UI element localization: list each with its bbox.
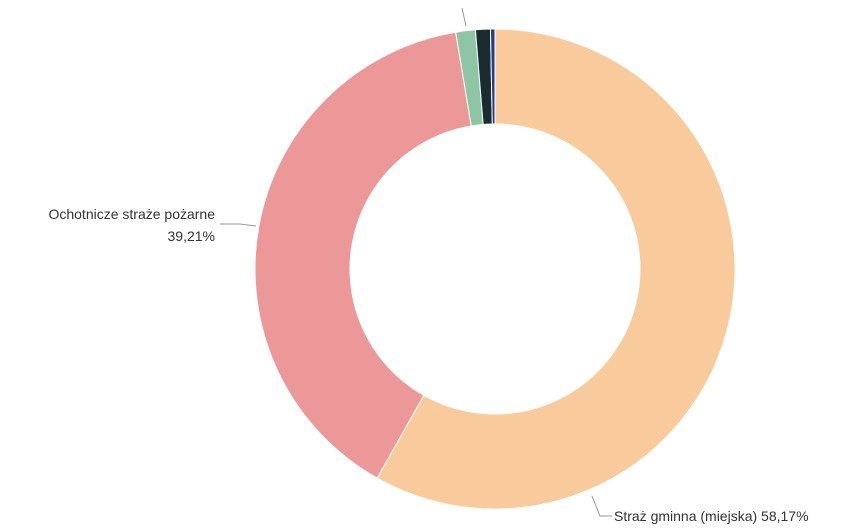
slice-value-ochotnicze: 39,21% [168,228,215,244]
slice-label-straz-gminna: Straż gminna (miejska) 58,17% [614,508,809,524]
leader-line-small-slice [461,7,467,27]
slice-label-ochotnicze: Ochotnicze straże pożarne [48,206,215,222]
donut-slice-1[interactable] [254,31,472,479]
donut-slices [254,28,736,510]
donut-slice-0[interactable] [376,28,736,510]
donut-slice-4[interactable] [489,28,496,125]
leader-line-straz-gminna [591,495,612,517]
leader-line-ochotnicze [220,223,257,227]
